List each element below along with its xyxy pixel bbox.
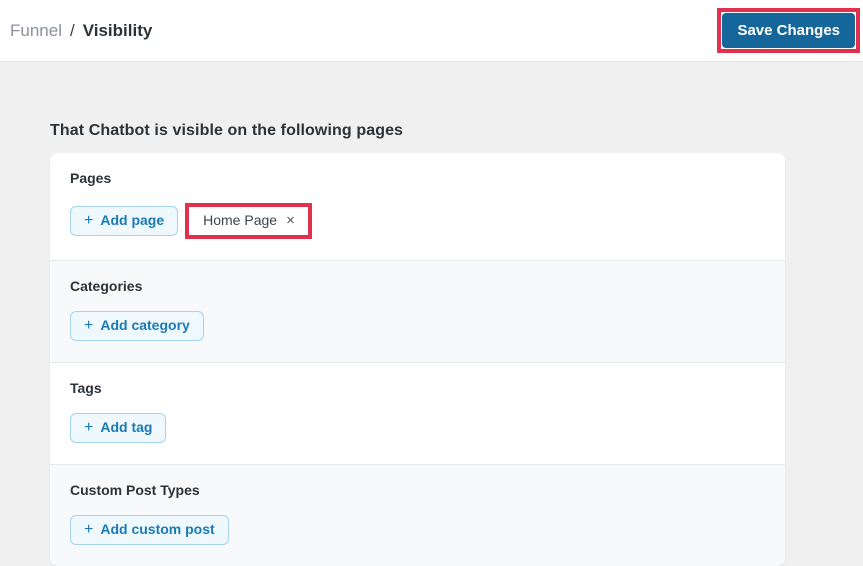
plus-icon: + — [84, 211, 94, 229]
section-tags: Tags + Add tag — [50, 362, 785, 464]
breadcrumb: Funnel / Visibility — [10, 21, 152, 41]
add-page-button-label: Add page — [100, 212, 165, 228]
annotation-highlight-chip: Home Page × — [185, 203, 312, 239]
add-tag-button[interactable]: + Add tag — [70, 413, 167, 443]
add-custom-post-button[interactable]: + Add custom post — [70, 515, 229, 545]
section-tags-label: Tags — [70, 380, 102, 396]
annotation-highlight-save: Save Changes — [717, 8, 860, 53]
add-custom-post-button-label: Add custom post — [100, 521, 215, 537]
main-content: That Chatbot is visible on the following… — [0, 62, 863, 566]
breadcrumb-funnel-link[interactable]: Funnel — [10, 20, 62, 40]
custom-post-types-controls-row: + Add custom post — [70, 515, 765, 545]
pages-controls-row: + Add page Home Page × — [70, 203, 765, 239]
section-categories-label: Categories — [70, 278, 143, 294]
plus-icon: + — [84, 520, 94, 538]
section-categories: Categories + Add category — [50, 260, 785, 362]
close-icon[interactable]: × — [286, 212, 295, 229]
chip-label: Home Page — [203, 212, 278, 228]
add-category-button-label: Add category — [100, 317, 190, 333]
top-header: Funnel / Visibility Save Changes — [0, 0, 863, 62]
add-category-button[interactable]: + Add category — [70, 311, 204, 341]
breadcrumb-separator: / — [69, 20, 75, 40]
breadcrumb-current-page: Visibility — [82, 20, 153, 40]
plus-icon: + — [84, 418, 94, 436]
save-changes-button[interactable]: Save Changes — [722, 13, 855, 48]
add-page-button[interactable]: + Add page — [70, 206, 179, 236]
visibility-settings-card: Pages + Add page Home Page × Categori — [50, 153, 785, 566]
section-custom-post-types-label: Custom Post Types — [70, 482, 200, 498]
tags-controls-row: + Add tag — [70, 413, 765, 443]
page-title: That Chatbot is visible on the following… — [50, 122, 404, 139]
page-chip-home-page[interactable]: Home Page × — [189, 207, 308, 235]
section-custom-post-types: Custom Post Types + Add custom post — [50, 464, 785, 566]
section-pages: Pages + Add page Home Page × — [50, 153, 785, 260]
add-tag-button-label: Add tag — [100, 419, 153, 435]
plus-icon: + — [84, 316, 94, 334]
categories-controls-row: + Add category — [70, 311, 765, 341]
section-pages-label: Pages — [70, 170, 112, 186]
